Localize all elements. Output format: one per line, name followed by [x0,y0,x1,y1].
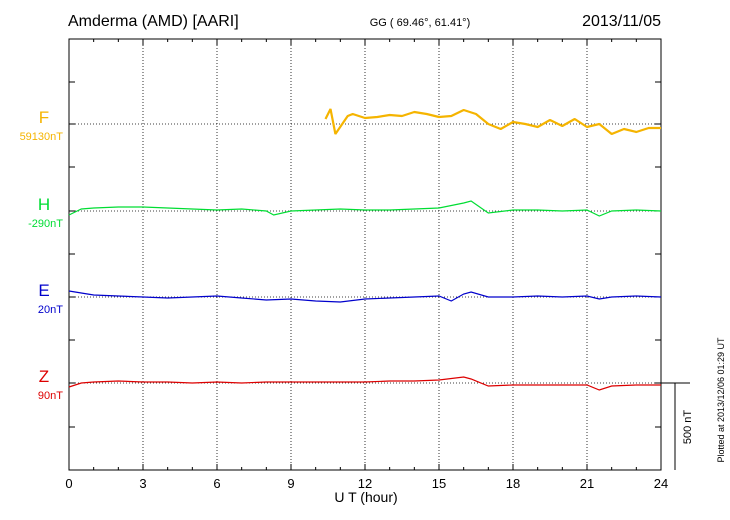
series-baseline-label: 20nT [38,304,63,316]
plot-area: 0 3 6 9 12 15 18 21 24 F 59130nT H -290nT E 20nT Z 90nT [20,38,668,491]
x-tick-label: 3 [139,476,146,491]
series-baseline-label: 90nT [38,390,63,402]
series-name-label: H [38,195,50,214]
x-tick-label: 21 [580,476,594,491]
x-axis-title: U T (hour) [334,489,397,505]
plotted-timestamp: Plotted at 2013/12/06 01:29 UT [716,337,726,463]
series-baseline-label: 59130nT [20,131,64,143]
coordinates-label: GG ( 69.46°, 61.41°) [370,17,471,29]
x-tick-label: 15 [432,476,446,491]
series-line-e [68,290,662,303]
series-name-label: E [38,281,49,300]
station-title: Amderma (AMD) [AARI] [68,13,239,30]
series-line-z [68,376,661,391]
x-tick-label: 0 [65,476,72,491]
x-tick-label: 12 [358,476,372,491]
scale-bar-label: 500 nT [682,410,694,445]
series-name-label: F [39,108,49,127]
date-label: 2013/11/05 [582,13,661,30]
scale-bar: 500 nT [661,382,694,470]
series-line-f [324,108,661,136]
series-name-label: Z [39,367,49,386]
series-baseline-label: -290nT [28,218,63,230]
x-tick-label: 9 [287,476,294,491]
x-tick-label: 6 [213,476,220,491]
x-tick-label: 24 [654,476,668,491]
x-tick-label: 18 [506,476,520,491]
series-line-h [68,200,662,217]
